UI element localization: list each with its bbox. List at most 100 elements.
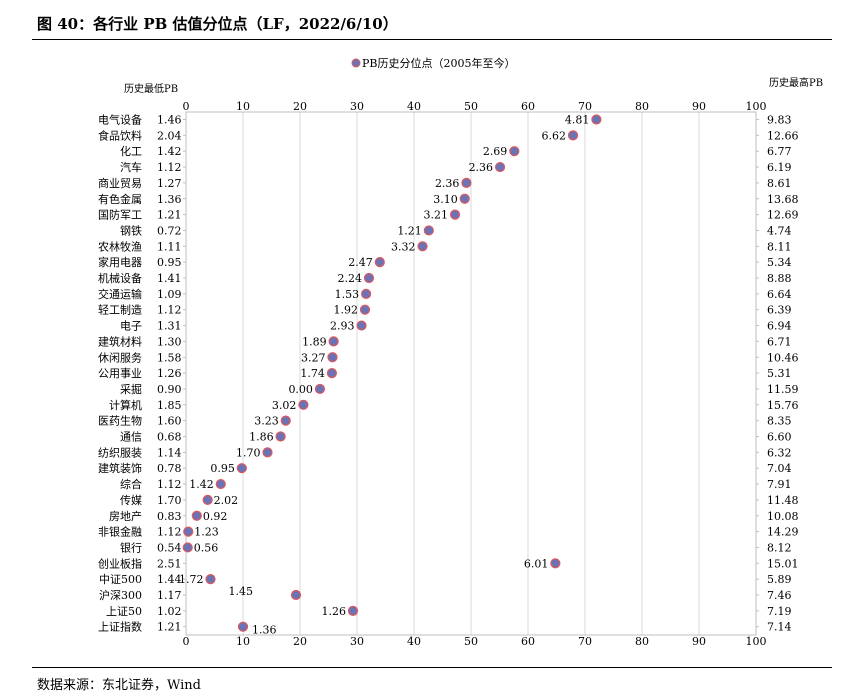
percentile-point bbox=[374, 257, 385, 268]
percentile-point bbox=[182, 542, 193, 553]
x-tick-label-bottom: 90 bbox=[692, 635, 706, 648]
row: 化工 1.42 6.77 2.69 bbox=[120, 144, 792, 158]
x-tick-label-bottom: 0 bbox=[183, 635, 190, 648]
category-label: 家用电器 bbox=[98, 255, 142, 269]
row: 机械设备 1.41 8.88 2.24 bbox=[98, 271, 792, 285]
high-pb-value: 6.71 bbox=[767, 335, 792, 348]
category-label: 机械设备 bbox=[98, 271, 142, 285]
left-axis-label: 历史最低PB bbox=[124, 82, 178, 95]
row: 交通运输 1.09 6.64 1.53 bbox=[98, 287, 792, 301]
percentile-point bbox=[567, 130, 579, 141]
low-pb-value: 0.78 bbox=[157, 462, 182, 475]
low-pb-value: 0.90 bbox=[157, 383, 182, 396]
category-label: 轻工制造 bbox=[98, 303, 142, 317]
high-pb-value: 14.29 bbox=[767, 526, 799, 539]
current-pb-label: 1.72 bbox=[179, 573, 204, 586]
row: 上证指数 1.21 7.14 1.36 bbox=[98, 620, 792, 637]
high-pb-value: 6.60 bbox=[767, 431, 792, 444]
low-pb-value: 1.46 bbox=[157, 114, 182, 127]
current-pb-label: 3.21 bbox=[424, 209, 449, 222]
x-tick-label-top: 60 bbox=[521, 100, 535, 113]
percentile-point bbox=[494, 161, 506, 173]
high-pb-value: 4.74 bbox=[767, 224, 792, 237]
low-pb-value: 1.31 bbox=[157, 320, 182, 333]
high-pb-value: 5.31 bbox=[767, 367, 792, 380]
source-rule bbox=[32, 667, 832, 668]
category-label: 化工 bbox=[120, 144, 142, 158]
row: 上证50 1.02 7.19 1.26 bbox=[106, 605, 792, 618]
category-label: 建筑材料 bbox=[98, 334, 142, 348]
high-pb-value: 7.91 bbox=[767, 478, 792, 491]
x-tick-label-bottom: 10 bbox=[236, 635, 250, 648]
current-pb-label: 2.47 bbox=[348, 256, 373, 269]
category-label: 医药生物 bbox=[98, 414, 142, 428]
percentile-point bbox=[275, 431, 286, 442]
percentile-point bbox=[363, 272, 375, 284]
low-pb-value: 1.02 bbox=[157, 605, 182, 618]
low-pb-value: 1.21 bbox=[157, 621, 182, 634]
high-pb-value: 8.35 bbox=[767, 415, 792, 428]
low-pb-value: 0.83 bbox=[157, 510, 182, 523]
row: 国防军工 1.21 12.69 3.21 bbox=[98, 208, 799, 222]
low-pb-value: 1.12 bbox=[157, 161, 182, 174]
row: 采掘 0.90 11.59 0.00 bbox=[120, 382, 799, 396]
high-pb-value: 7.19 bbox=[767, 605, 792, 618]
current-pb-label: 6.62 bbox=[542, 129, 567, 142]
category-label: 纺织服装 bbox=[98, 445, 142, 459]
row: 食品饮料 2.04 12.66 6.62 bbox=[98, 128, 799, 142]
category-label: 非银金融 bbox=[98, 525, 142, 539]
current-pb-label: 6.01 bbox=[524, 557, 549, 570]
low-pb-value: 1.27 bbox=[157, 177, 182, 190]
row: 农林牧渔 1.11 8.11 3.32 bbox=[98, 239, 792, 253]
percentile-point bbox=[361, 288, 372, 299]
current-pb-label: 1.36 bbox=[252, 624, 277, 637]
row: 纺织服装 1.14 6.32 1.70 bbox=[98, 445, 792, 459]
percentile-point bbox=[459, 193, 470, 204]
x-tick-label-top: 40 bbox=[407, 100, 421, 113]
row: 沪深300 1.17 7.46 1.45 bbox=[99, 585, 792, 602]
current-pb-label: 3.02 bbox=[272, 399, 297, 412]
source-note: 数据来源：东北证券，Wind bbox=[37, 678, 201, 693]
percentile-point bbox=[191, 510, 202, 521]
percentile-point bbox=[449, 209, 461, 220]
percentile-point bbox=[215, 478, 226, 490]
high-pb-value: 13.68 bbox=[767, 193, 799, 206]
category-label: 国防军工 bbox=[98, 208, 142, 222]
x-tick-label-top: 80 bbox=[635, 100, 649, 113]
high-pb-value: 6.32 bbox=[767, 446, 792, 459]
percentile-point bbox=[423, 225, 434, 236]
rows: 电气设备 1.46 9.83 4.81 食品饮料 2.04 12.66 6.62 化工 1.42 6… bbox=[98, 113, 799, 637]
category-label: 有色金属 bbox=[98, 192, 142, 206]
low-pb-value: 1.12 bbox=[157, 478, 182, 491]
row: 非银金融 1.12 14.29 1.23 bbox=[98, 525, 799, 539]
current-pb-label: 1.45 bbox=[229, 585, 254, 598]
category-label: 农林牧渔 bbox=[98, 239, 142, 253]
current-pb-label: 3.10 bbox=[433, 193, 458, 206]
high-pb-value: 8.12 bbox=[767, 541, 792, 554]
x-tick-label-top: 100 bbox=[746, 100, 767, 113]
high-pb-value: 10.08 bbox=[767, 510, 799, 523]
percentile-point bbox=[461, 177, 472, 188]
percentile-point bbox=[327, 352, 338, 363]
category-label: 计算机 bbox=[109, 398, 142, 412]
current-pb-label: 1.53 bbox=[335, 288, 360, 301]
row: 电子 1.31 6.94 2.93 bbox=[120, 320, 792, 333]
current-pb-label: 0.95 bbox=[210, 462, 235, 475]
row: 传媒 1.70 11.48 2.02 bbox=[120, 494, 799, 507]
high-pb-value: 12.66 bbox=[767, 129, 799, 142]
row: 银行 0.54 8.12 0.56 bbox=[120, 540, 792, 554]
high-pb-value: 10.46 bbox=[767, 351, 799, 364]
x-tick-label-bottom: 100 bbox=[746, 635, 767, 648]
x-tick-label-bottom: 20 bbox=[293, 635, 307, 648]
low-pb-value: 1.26 bbox=[157, 367, 182, 380]
percentile-point bbox=[202, 494, 213, 505]
axes: 0 0 10 10 20 20 30 30 40 40 50 50 60 60 70 70 80 80 90 90 10… bbox=[183, 100, 767, 648]
current-pb-label: 1.21 bbox=[397, 224, 422, 237]
high-pb-value: 11.59 bbox=[767, 383, 799, 396]
high-pb-value: 5.34 bbox=[767, 256, 792, 269]
x-tick-label-bottom: 40 bbox=[407, 635, 421, 648]
current-pb-label: 3.32 bbox=[391, 240, 416, 253]
percentile-point bbox=[290, 589, 302, 601]
x-tick-label-top: 50 bbox=[464, 100, 478, 113]
low-pb-value: 1.30 bbox=[157, 335, 182, 348]
